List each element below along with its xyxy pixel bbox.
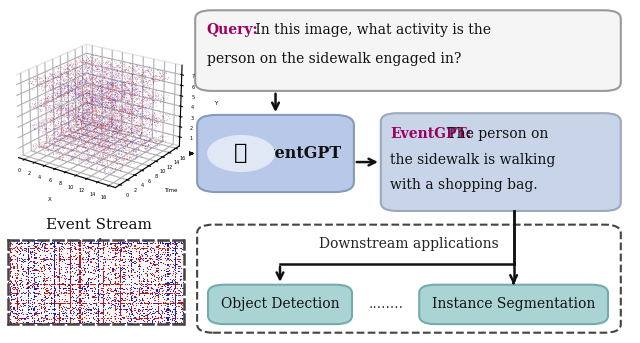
Text: EventGPT: EventGPT xyxy=(253,145,342,162)
X-axis label: X: X xyxy=(48,197,51,202)
Text: with a shopping bag.: with a shopping bag. xyxy=(390,178,538,192)
Circle shape xyxy=(208,135,275,172)
Y-axis label: Time: Time xyxy=(164,188,177,193)
Text: Query:: Query: xyxy=(207,23,259,37)
FancyBboxPatch shape xyxy=(419,285,608,324)
Text: Instance Segmentation: Instance Segmentation xyxy=(432,297,595,311)
Text: ........: ........ xyxy=(368,297,403,311)
Text: 🐺: 🐺 xyxy=(234,143,248,164)
Text: In this image, what activity is the: In this image, what activity is the xyxy=(251,23,491,37)
FancyBboxPatch shape xyxy=(195,10,621,91)
FancyBboxPatch shape xyxy=(208,285,352,324)
Text: person on the sidewalk engaged in?: person on the sidewalk engaged in? xyxy=(207,52,461,67)
Text: Downstream applications: Downstream applications xyxy=(319,237,499,251)
Text: The person on: The person on xyxy=(443,127,548,141)
Text: EventGPT:: EventGPT: xyxy=(390,127,472,141)
Text: Event Stream: Event Stream xyxy=(46,218,152,232)
FancyBboxPatch shape xyxy=(197,115,354,192)
FancyBboxPatch shape xyxy=(381,113,621,211)
Text: the sidewalk is walking: the sidewalk is walking xyxy=(390,153,556,167)
Text: Object Detection: Object Detection xyxy=(221,297,339,311)
Text: ⋮: ⋮ xyxy=(88,238,110,258)
